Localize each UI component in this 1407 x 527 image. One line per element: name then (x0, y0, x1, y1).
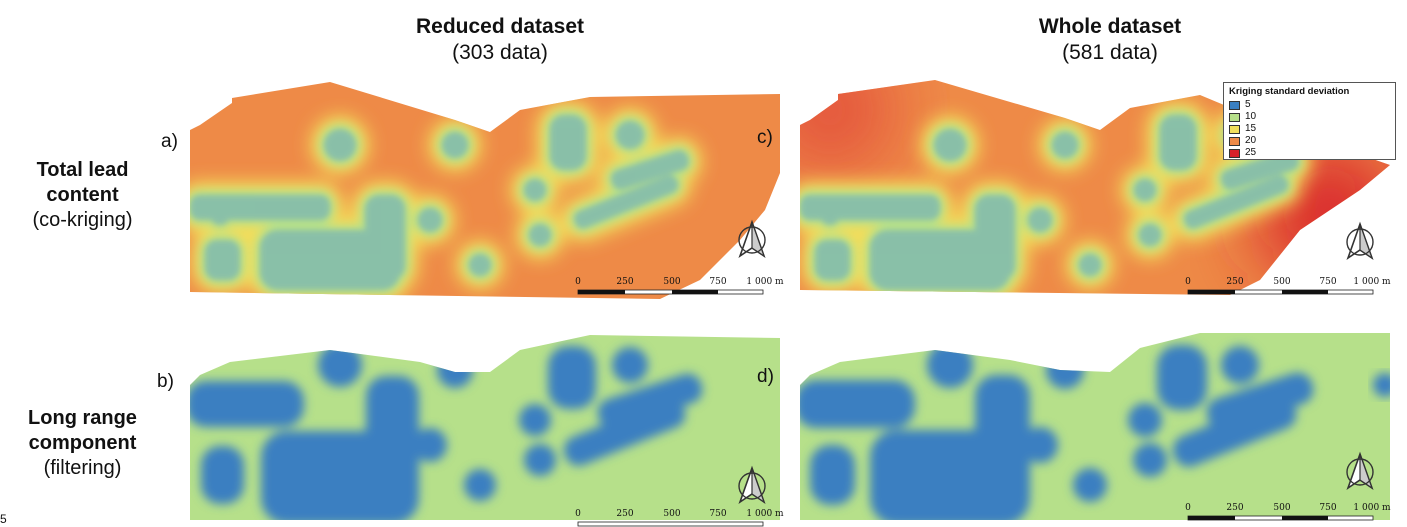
column-title-whole: Whole dataset (581 data) (960, 14, 1260, 66)
legend-label: 25 (1245, 147, 1257, 158)
scale-bar-a: 0 250 500 750 1 000 m (575, 277, 784, 295)
legend-swatch (1229, 148, 1240, 158)
scale-tick: 1 000 m (1353, 503, 1391, 513)
legend-title: Kriging standard deviation (1229, 86, 1350, 97)
row-title-line: Long range (28, 407, 137, 429)
scale-tick: 750 (1319, 503, 1336, 513)
column-title: Reduced dataset (415, 15, 585, 38)
legend-label: 10 (1245, 111, 1257, 122)
legend-label: 5 (1245, 99, 1251, 110)
legend-swatch (1229, 112, 1240, 122)
map-panel-b (190, 335, 780, 520)
map-legend: Kriging standard deviation 5 10 15 20 25 (1223, 82, 1396, 160)
legend-item: 10 (1229, 111, 1390, 123)
panel-letter-c: c) (757, 127, 773, 148)
scale-tick: 1 000 m (746, 277, 784, 287)
legend-item: 15 (1229, 123, 1390, 135)
panel-letter-d: d) (757, 366, 774, 387)
legend-label: 15 (1245, 123, 1257, 134)
legend-label: 20 (1245, 135, 1257, 146)
row-subtitle: (co-kriging) (32, 209, 133, 231)
legend-item: 5 (1229, 99, 1390, 111)
row-title-line: Total lead (36, 159, 129, 181)
legend-item: 25 (1229, 147, 1390, 159)
map-panel-d (800, 333, 1390, 520)
legend-swatch (1229, 136, 1240, 146)
row-title-line: component (28, 432, 137, 454)
scale-tick: 250 (616, 509, 633, 519)
row-title-long-range: Long range component (filtering) (0, 406, 165, 481)
scale-tick: 0 (1185, 277, 1191, 287)
scale-tick: 250 (616, 277, 633, 287)
map-panel-a (190, 82, 780, 299)
column-title-reduced: Reduced dataset (303 data) (350, 14, 650, 66)
north-arrow-icon (1346, 451, 1374, 490)
scale-bar-c: 0 250 500 750 1 000 m (1185, 277, 1391, 295)
scale-tick: 1 000 m (746, 509, 784, 519)
scale-tick: 750 (709, 277, 726, 287)
panel-letter-a: a) (161, 131, 178, 152)
scale-tick: 750 (1319, 277, 1336, 287)
north-arrow-icon (1346, 221, 1374, 260)
legend-swatch (1229, 100, 1240, 110)
scale-tick: 0 (575, 509, 581, 519)
row-title-line: content (46, 184, 119, 206)
scale-tick: 500 (663, 509, 680, 519)
row-subtitle: (filtering) (43, 457, 122, 479)
column-title: Whole dataset (1038, 15, 1182, 38)
panel-letter-b: b) (157, 371, 174, 392)
scale-tick: 1 000 m (1353, 277, 1391, 287)
row-title-total-lead: Total lead content (co-kriging) (0, 158, 165, 233)
scale-tick: 250 (1226, 277, 1243, 287)
scale-tick: 0 (1185, 503, 1191, 513)
scale-bar-b: 0 250 500 750 1 000 m (575, 509, 784, 527)
column-subtitle: (303 data) (452, 41, 548, 64)
scale-tick: 250 (1226, 503, 1243, 513)
column-subtitle: (581 data) (1062, 41, 1158, 64)
scale-tick: 750 (709, 509, 726, 519)
stray-mark: 5 (0, 512, 7, 526)
scale-tick: 500 (663, 277, 680, 287)
scale-tick: 0 (575, 277, 581, 287)
north-arrow-icon (738, 465, 766, 504)
legend-swatch (1229, 124, 1240, 134)
north-arrow-icon (738, 219, 766, 258)
scale-tick: 500 (1273, 503, 1290, 513)
scale-tick: 500 (1273, 277, 1290, 287)
legend-item: 20 (1229, 135, 1390, 147)
scale-bar-d: 0 250 500 750 1 000 m (1185, 503, 1391, 521)
